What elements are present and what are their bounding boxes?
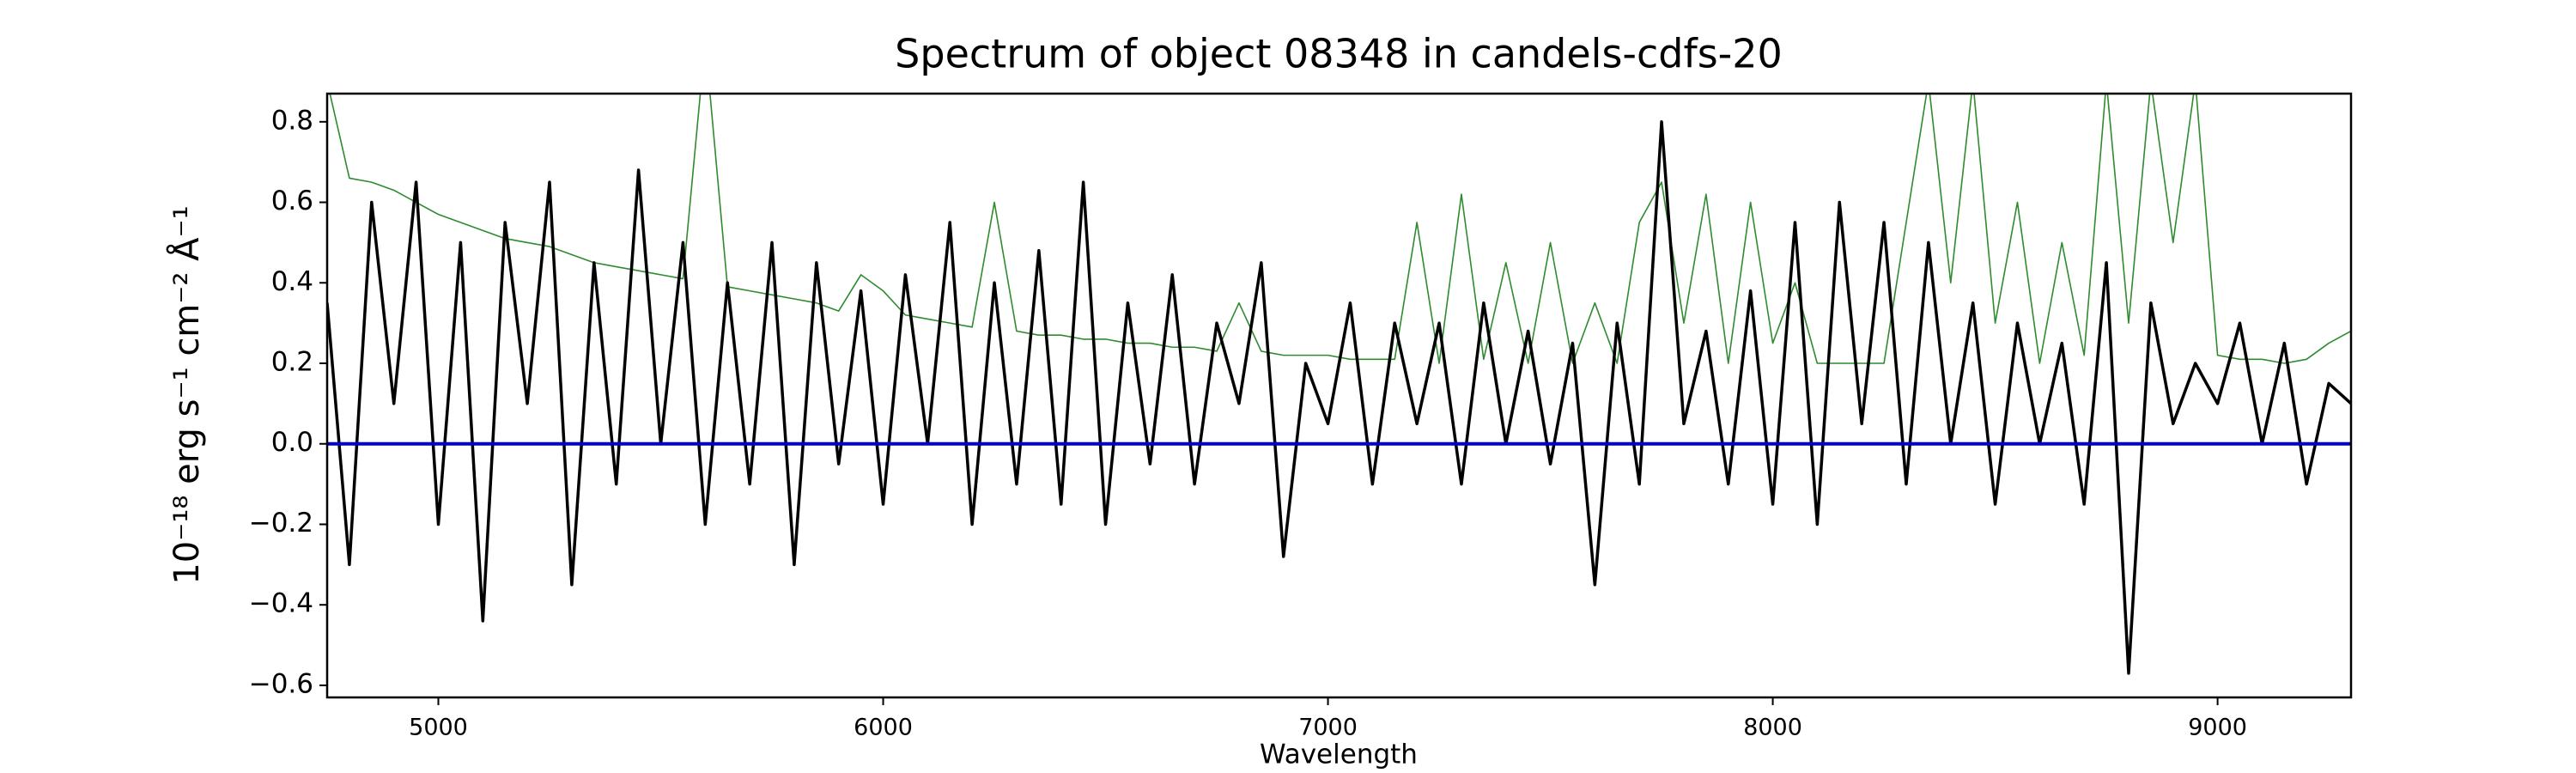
y-tick-label: −0.2 xyxy=(249,508,313,539)
axes-frame xyxy=(325,92,2353,699)
y-tick-label: 0.4 xyxy=(271,266,313,297)
spectrum-line xyxy=(329,94,2351,364)
x-axis-label: Wavelength xyxy=(1260,740,1418,770)
y-tick-label: 0.8 xyxy=(271,105,313,136)
x-tick-label: 5000 xyxy=(409,715,468,741)
y-axis-label: 10⁻¹⁸ erg s⁻¹ cm⁻² Å⁻¹ xyxy=(166,205,207,584)
y-tick-label: −0.6 xyxy=(249,668,313,699)
x-tick-label: 6000 xyxy=(854,715,913,741)
plot-area xyxy=(327,94,2351,675)
y-tick-label: 0.6 xyxy=(271,186,313,216)
spectrum-line xyxy=(327,120,2351,675)
chart-title: Spectrum of object 08348 in candels-cdfs… xyxy=(895,31,1783,77)
x-tick-label: 8000 xyxy=(1743,715,1802,741)
y-tick-label: −0.4 xyxy=(249,588,313,619)
y-tick-label: 0.0 xyxy=(271,427,313,458)
y-tick-label: 0.2 xyxy=(271,347,313,378)
x-tick-label: 7000 xyxy=(1298,715,1358,741)
x-tick-label: 9000 xyxy=(2188,715,2247,741)
